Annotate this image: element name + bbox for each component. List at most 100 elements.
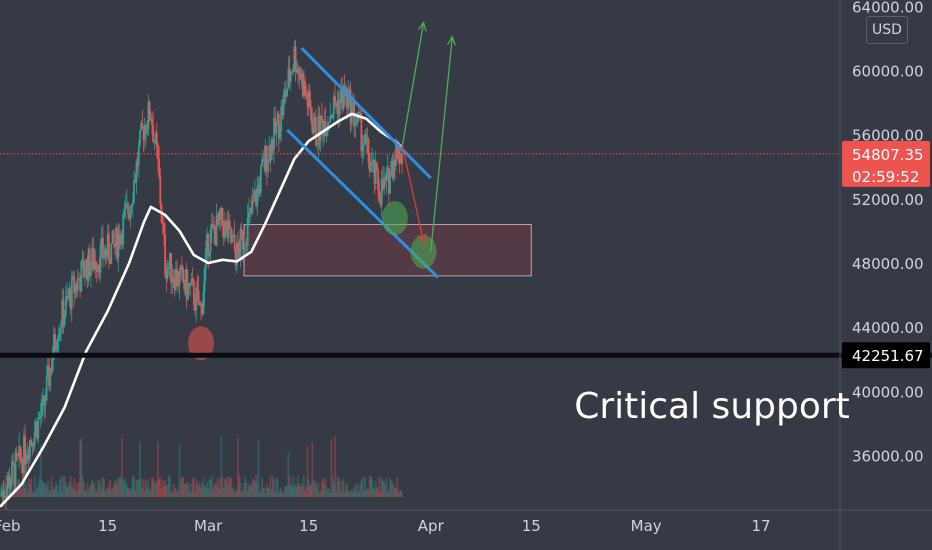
volume-bar	[280, 487, 283, 497]
candle-body	[281, 106, 284, 116]
volume-bar	[320, 482, 323, 497]
candle-body	[15, 452, 18, 455]
candle-body	[61, 299, 64, 328]
volume-bar	[231, 488, 234, 497]
candle-body	[250, 207, 253, 214]
volume-bar	[159, 477, 162, 497]
volume-bar	[164, 480, 167, 497]
candle-body	[167, 267, 170, 269]
candle-body	[1, 491, 4, 494]
candle-body	[379, 198, 382, 206]
candle-body	[88, 248, 91, 276]
candle-body	[219, 211, 222, 220]
candle-body	[165, 274, 168, 279]
volume-bar	[154, 483, 157, 497]
candle-body	[24, 436, 27, 464]
candle-body	[346, 88, 348, 109]
candle-body	[60, 327, 62, 330]
volume-bar	[72, 488, 74, 497]
volume-bar	[304, 490, 307, 497]
volume-bar	[238, 475, 241, 497]
volume-bar	[232, 486, 235, 497]
y-tick-label: 56000.00	[852, 127, 924, 145]
volume-bar	[218, 489, 220, 497]
candle-body	[31, 442, 34, 447]
candle-body	[347, 94, 350, 109]
volume-bar	[316, 488, 318, 497]
volume-bar	[169, 475, 171, 497]
volume-bar	[323, 484, 326, 497]
candle-body	[401, 154, 403, 164]
candle-body	[334, 96, 336, 106]
volume-bar	[86, 483, 89, 497]
volume-bar	[152, 478, 155, 497]
volume-bar	[148, 489, 151, 497]
volume-bar	[117, 476, 120, 497]
volume-bar	[130, 487, 133, 497]
candle-body	[70, 276, 73, 310]
volume-bar	[297, 475, 299, 497]
candle-body	[2, 491, 5, 498]
volume-bar	[285, 486, 287, 497]
volume-bar	[387, 492, 390, 497]
volume-bar	[11, 482, 13, 497]
candle-body	[237, 242, 240, 249]
candle-body	[225, 220, 228, 223]
candle-body	[197, 290, 200, 306]
volume-bar	[52, 490, 55, 497]
volume-bar	[184, 483, 187, 497]
volume-bar	[322, 477, 324, 497]
candle-body	[240, 229, 243, 233]
candle-body	[198, 302, 201, 306]
volume-bar	[360, 480, 363, 497]
candle-body	[14, 452, 17, 486]
candle-body	[370, 165, 372, 172]
volume-bar	[201, 483, 204, 497]
candle-body	[383, 177, 386, 190]
volume-bar	[158, 479, 161, 497]
candle-body	[267, 162, 269, 172]
volume-bar	[221, 476, 224, 497]
currency-button[interactable]: USD	[866, 16, 908, 44]
candle-body	[228, 220, 231, 228]
candle-body	[78, 278, 80, 280]
candle-body	[231, 236, 234, 243]
volume-bar	[368, 476, 371, 497]
volume-bar	[313, 483, 316, 497]
volume-bar	[30, 478, 33, 497]
candle-body	[297, 68, 299, 72]
candle-body	[342, 86, 345, 109]
volume-bar	[358, 492, 360, 497]
candle-body	[130, 205, 133, 207]
candle-body	[323, 121, 326, 137]
candle-body	[96, 268, 98, 272]
candle-body	[317, 115, 320, 145]
volume-bar	[213, 484, 216, 497]
volume-bar	[67, 485, 70, 497]
candle-body	[17, 454, 19, 457]
candle-body	[236, 242, 238, 266]
current-price-tag	[842, 140, 930, 187]
volume-bar	[127, 488, 129, 497]
volume-bar	[191, 478, 194, 497]
candle-body	[224, 220, 226, 239]
volume-bar	[100, 488, 103, 497]
x-tick-label: 15	[522, 517, 541, 535]
volume-bar	[312, 480, 315, 497]
critical-support-annotation: Critical support	[574, 386, 850, 427]
candle-body	[79, 279, 82, 292]
volume-bar	[244, 476, 247, 497]
volume-bar	[40, 480, 43, 497]
volume-bar	[174, 488, 177, 497]
volume-bar	[247, 484, 250, 497]
volume-bar	[338, 481, 341, 497]
candle-body	[188, 283, 190, 287]
volume-bar	[121, 438, 123, 497]
volume-bar	[364, 477, 366, 497]
volume-bar	[85, 490, 88, 497]
volume-bar	[236, 489, 238, 497]
volume-bar	[237, 438, 240, 497]
volume-bar	[49, 489, 52, 497]
volume-bar	[348, 490, 351, 497]
